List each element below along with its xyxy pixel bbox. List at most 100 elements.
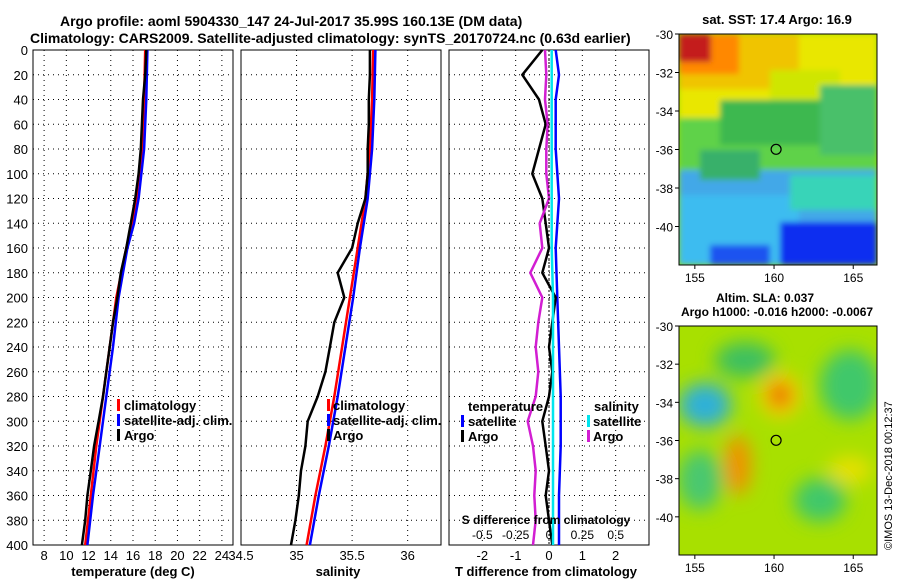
depth-tick-label: 100 xyxy=(6,167,28,182)
salinity-tick-label: 35 xyxy=(289,548,303,563)
longitude-tick-label: 165 xyxy=(843,271,863,285)
s-difference-axis-label: S difference from climatology xyxy=(462,513,631,527)
depth-tick-label: 280 xyxy=(6,390,28,405)
temperature-series xyxy=(80,49,149,546)
sst-profile-marker xyxy=(770,143,782,155)
legend-swatch-satellite xyxy=(327,414,330,426)
sla-map-title: Altim. SLA: 0.037 xyxy=(716,291,814,305)
figure-title-line1: Argo profile: aoml 5904330_147 24-Jul-20… xyxy=(60,13,522,29)
series-line-argo xyxy=(289,50,372,546)
depth-tick-labels: 0 20 40 60 80 100 120 140 160 180 200 220 240 260 280 3… xyxy=(6,43,28,553)
latitude-tick-label: -30 xyxy=(656,28,674,42)
t-difference-tick-label: -2 xyxy=(477,548,489,563)
temperature-tick-label: 12 xyxy=(81,548,95,563)
t-difference-tick-label: 1 xyxy=(579,548,586,563)
salinity-legend: climatology satellite-adj. clim. Argo xyxy=(327,398,441,443)
s-difference-tick-label: 0 xyxy=(546,528,553,542)
depth-tick-label: 180 xyxy=(6,266,28,281)
legend-label-t-satellite: satellite xyxy=(468,414,516,429)
series-line-t-argo xyxy=(521,49,557,546)
s-difference-tick-label: -0.5 xyxy=(472,528,493,542)
depth-tick-label: 240 xyxy=(6,340,28,355)
salinity-tick-labels: 34.5 35 35.5 36 xyxy=(228,548,415,563)
temperature-grid xyxy=(33,50,233,545)
sla-profile-marker xyxy=(770,434,782,446)
depth-tick-label: 40 xyxy=(14,93,28,108)
latitude-tick-label: -36 xyxy=(656,144,674,158)
temperature-tick-label: 22 xyxy=(192,548,206,563)
legend-swatch-satellite xyxy=(117,414,120,426)
series-line-t-satellite xyxy=(554,49,562,545)
longitude-tick-label: 165 xyxy=(843,561,863,575)
sla-map-subtitle: Argo h1000: -0.016 h2000: -0.0067 xyxy=(681,305,873,319)
temperature-tick-label: 10 xyxy=(59,548,73,563)
depth-tick-label: 80 xyxy=(14,142,28,157)
sst-map-title: sat. SST: 17.4 Argo: 16.9 xyxy=(702,12,852,27)
legend-label-s-satellite: satellite xyxy=(593,414,641,429)
depth-tick-label: 400 xyxy=(6,538,28,553)
t-difference-tick-label: -1 xyxy=(510,548,522,563)
sla-longitude-tick-labels: 155 160 165 xyxy=(685,555,864,575)
depth-tick-label: 160 xyxy=(6,241,28,256)
depth-tick-label: 20 xyxy=(14,68,28,83)
t-difference-tick-labels: -2 -1 0 1 2 xyxy=(477,548,620,563)
sst-latitude-tick-labels: -30 -32 -34 -36 -38 -40 xyxy=(656,28,679,235)
t-difference-tick-label: 2 xyxy=(612,548,619,563)
sst-map-panel: sat. SST: 17.4 Argo: 16.9 -30 xyxy=(656,12,878,285)
legend-label-climatology: climatology xyxy=(124,398,197,413)
sst-longitude-tick-labels: 155 160 165 xyxy=(685,265,864,285)
salinity-axis-label: salinity xyxy=(316,564,362,579)
t-difference-axis-label: T difference from climatology xyxy=(455,564,638,579)
depth-tick-label: 120 xyxy=(6,192,28,207)
depth-tick-label: 60 xyxy=(14,117,28,132)
legend-swatch-climatology xyxy=(327,399,330,411)
series-line-satellite-adj-clim- xyxy=(308,49,377,546)
latitude-tick-label: -32 xyxy=(656,358,674,372)
depth-tick-label: 360 xyxy=(6,489,28,504)
sla-latitude-tick-labels: -30 -32 -34 -36 -38 -40 xyxy=(656,320,679,525)
series-line-climatology xyxy=(305,49,375,546)
depth-tick-label: 340 xyxy=(6,464,28,479)
s-difference-tick-label: 0.5 xyxy=(607,528,624,542)
temperature-axis-label: temperature (deg C) xyxy=(71,564,195,579)
depth-tick-label: 320 xyxy=(6,439,28,454)
series-line-s-satellite xyxy=(550,50,555,545)
series-line-s-argo xyxy=(526,49,551,546)
depth-tick-label: 260 xyxy=(6,365,28,380)
legend-swatch-s-argo xyxy=(587,430,590,442)
temperature-tick-label: 18 xyxy=(148,548,162,563)
latitude-tick-label: -32 xyxy=(656,67,674,81)
sst-field xyxy=(679,34,877,265)
temperature-tick-label: 16 xyxy=(126,548,140,563)
legend-label-climatology: climatology xyxy=(333,398,406,413)
salinity-tick-label: 34.5 xyxy=(228,548,253,563)
sla-field xyxy=(679,326,877,555)
longitude-tick-label: 155 xyxy=(685,271,705,285)
temperature-tick-label: 24 xyxy=(215,548,229,563)
longitude-tick-label: 160 xyxy=(764,561,784,575)
series-line-argo xyxy=(80,49,148,546)
temperature-legend: climatology satellite-adj. clim. Argo xyxy=(117,398,232,443)
longitude-tick-label: 155 xyxy=(685,561,705,575)
salinity-tick-label: 36 xyxy=(400,548,414,563)
latitude-tick-label: -40 xyxy=(656,221,674,235)
legend-swatch-climatology xyxy=(117,399,120,411)
legend-title-temperature: temperature xyxy=(468,399,543,414)
depth-tick-label: 220 xyxy=(6,315,28,330)
depth-tick-label: 200 xyxy=(6,291,28,306)
legend-label-argo: Argo xyxy=(124,428,154,443)
figure-title-line2: Climatology: CARS2009. Satellite-adjuste… xyxy=(30,30,631,46)
legend-label-satellite: satellite-adj. clim. xyxy=(124,413,232,428)
s-difference-tick-label: 0.25 xyxy=(571,528,595,542)
temperature-panel: 0 20 40 60 80 100 120 140 160 180 200 220 240 260 280 3… xyxy=(6,43,234,579)
legend-label-argo: Argo xyxy=(333,428,363,443)
latitude-tick-label: -34 xyxy=(656,396,674,410)
depth-tick-label: 300 xyxy=(6,414,28,429)
series-line-satellite-adj-clim- xyxy=(86,49,149,546)
t-difference-tick-label: 0 xyxy=(545,548,552,563)
latitude-tick-label: -38 xyxy=(656,182,674,196)
temperature-tick-label: 20 xyxy=(170,548,184,563)
depth-tick-label: 0 xyxy=(21,43,28,58)
difference-series xyxy=(521,49,562,546)
